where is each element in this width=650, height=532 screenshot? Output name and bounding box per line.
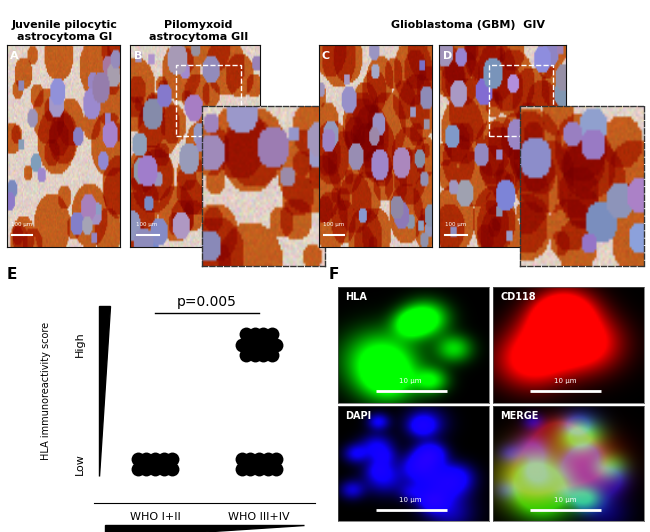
Polygon shape [99,306,110,476]
Text: MERGE: MERGE [500,411,539,420]
Point [141,455,151,463]
Point [266,351,277,359]
Text: 100 μm: 100 μm [10,222,32,227]
Point [133,455,143,463]
Text: 100 μm: 100 μm [322,222,344,227]
Text: 10 μm: 10 μm [399,378,422,384]
Text: F: F [328,267,339,282]
Point [133,465,143,473]
Text: E: E [6,267,17,282]
Text: CD118: CD118 [500,292,536,302]
Text: HLA immunoreactivity score: HLA immunoreactivity score [41,322,51,460]
Point [271,465,281,473]
Bar [489,65,553,136]
Text: HLA: HLA [346,292,367,302]
Point [167,465,177,473]
Polygon shape [105,525,304,532]
Text: 10 μm: 10 μm [399,497,422,503]
Point [263,455,273,463]
Point [266,330,277,338]
Point [258,351,268,359]
Bar [176,65,240,136]
Point [250,330,260,338]
Point [167,455,177,463]
Point [237,465,247,473]
Point [245,465,255,473]
Point [159,465,169,473]
Text: DAPI: DAPI [346,411,372,420]
Point [263,340,273,349]
Point [159,455,169,463]
Text: A: A [10,51,19,61]
Point [258,330,268,338]
Text: B: B [134,51,142,61]
Point [141,465,151,473]
Point [150,465,160,473]
Point [150,455,160,463]
Text: 100 μm: 100 μm [445,222,466,227]
Point [245,455,255,463]
Text: C: C [322,51,330,61]
Text: D: D [443,51,452,61]
Point [271,455,281,463]
Text: 10 μm: 10 μm [554,497,577,503]
Point [245,340,255,349]
Point [254,455,264,463]
Point [237,455,247,463]
Point [240,351,251,359]
Point [237,340,247,349]
Text: Pilomyxoid
astrocytoma GII: Pilomyxoid astrocytoma GII [149,20,248,42]
Point [250,351,260,359]
Point [263,465,273,473]
Text: p=0.005: p=0.005 [177,295,237,309]
Point [254,340,264,349]
Text: 100 μm: 100 μm [136,222,157,227]
Point [240,330,251,338]
Text: 10 μm: 10 μm [554,378,577,384]
Point [271,340,281,349]
Point [254,465,264,473]
Text: Juvenile pilocytic
astrocytoma GI: Juvenile pilocytic astrocytoma GI [12,20,118,42]
Text: Glioblastoma (GBM)  GIV: Glioblastoma (GBM) GIV [391,20,545,30]
